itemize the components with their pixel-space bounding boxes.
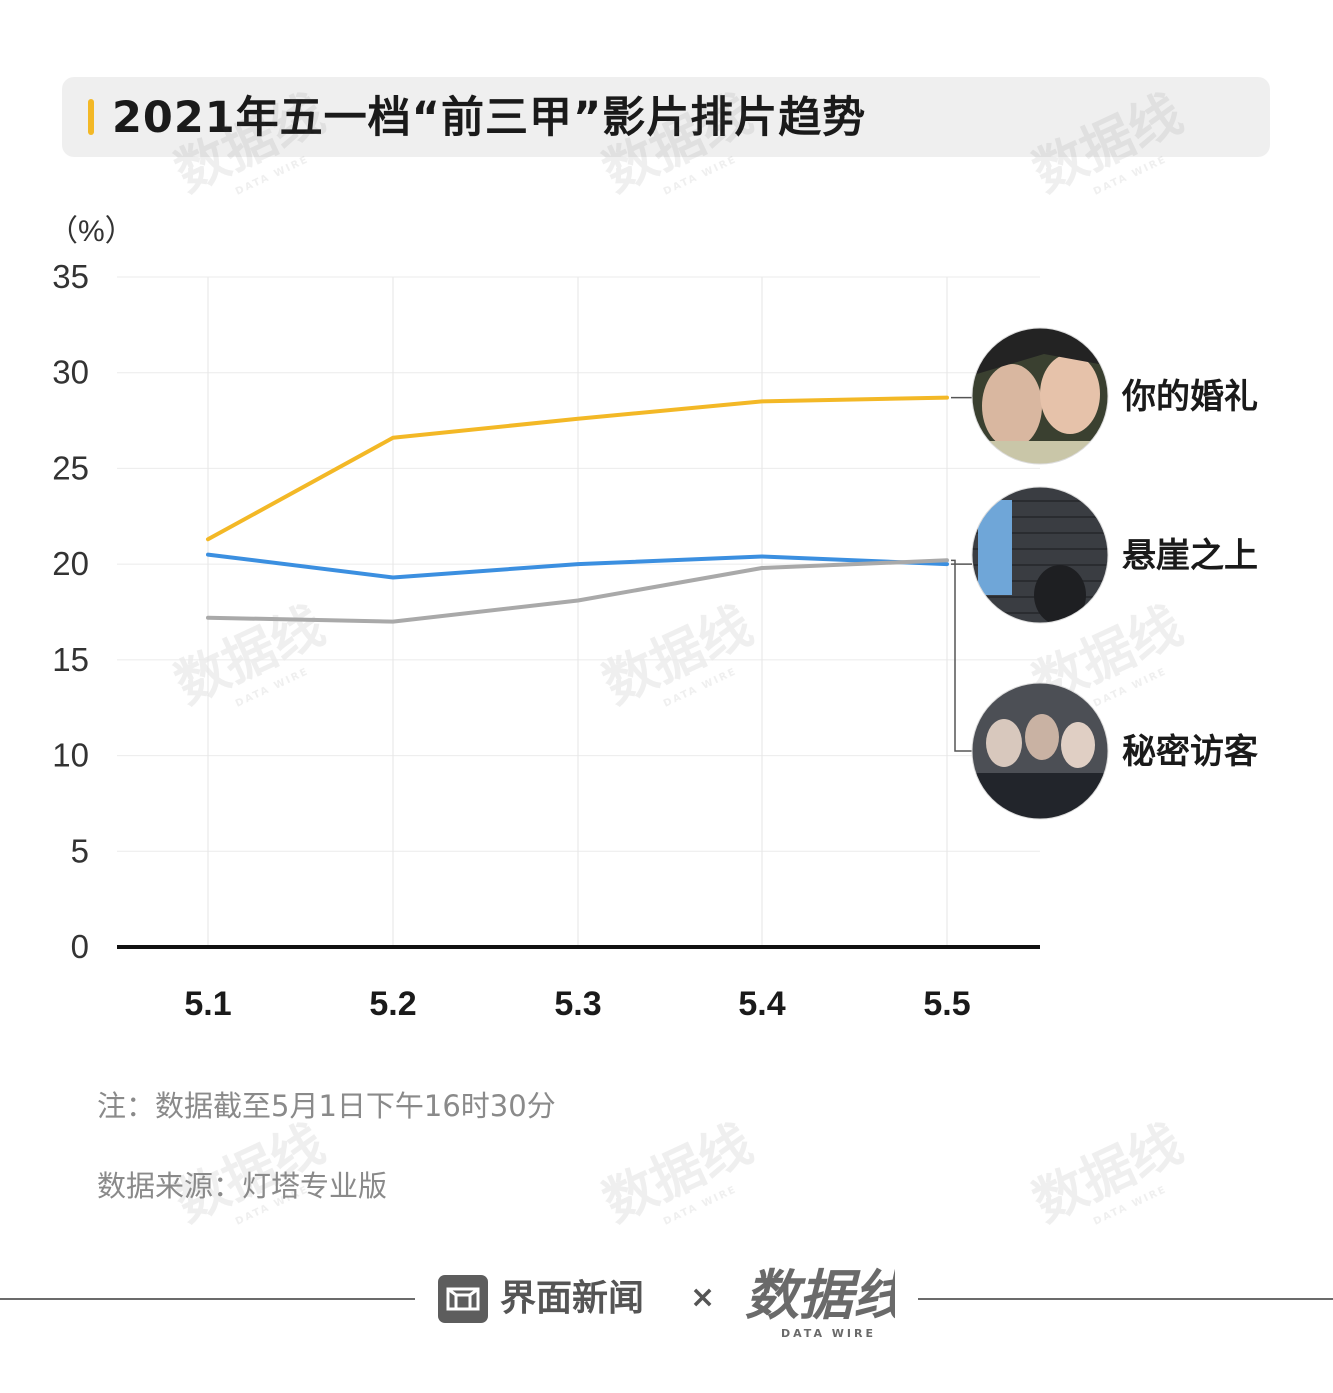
poster-hair	[972, 328, 1108, 376]
poster-face-2	[1025, 714, 1059, 760]
y-tick-label: 35	[52, 258, 89, 295]
x-tick-label: 5.5	[923, 985, 970, 1023]
poster-ring-1	[971, 486, 1109, 624]
footer-divider-left	[0, 1298, 415, 1300]
grid-layer	[117, 276, 1040, 947]
poster-face-right	[1040, 354, 1100, 434]
poster-ring-0	[971, 327, 1109, 465]
y-tick-label: 15	[52, 641, 89, 678]
brand-logo-icon	[438, 1275, 488, 1323]
series-layer	[206, 395, 949, 624]
title-bar	[62, 77, 1270, 157]
poster-thumbnail-0	[972, 328, 1108, 464]
legend-label-0: 你的婚礼	[1121, 377, 1258, 417]
x-tick-label: 5.1	[184, 985, 231, 1023]
axis-layer: 0 5 10 15 20 25 30 35 5.1 5.2 5.3 5.4 5.5	[52, 258, 1040, 1023]
footer-divider-right	[918, 1298, 1333, 1300]
poster-bottom	[972, 441, 1108, 464]
x-tick-label: 5.2	[369, 985, 416, 1023]
y-tick-label: 0	[71, 928, 89, 965]
collab-separator: ×	[690, 1280, 716, 1315]
poster-title-block	[978, 500, 1012, 595]
chart-title: 2021年五一档“前三甲”影片排片趋势	[112, 93, 867, 143]
poster-thumbnail-1	[972, 487, 1108, 623]
y-tick-label: 10	[52, 737, 89, 774]
title-accent-bar	[88, 99, 94, 135]
poster-figure	[1034, 565, 1086, 623]
legend-label-2: 秘密访客	[1122, 732, 1258, 772]
y-tick-label: 5	[71, 832, 89, 869]
y-tick-label: 25	[52, 449, 89, 486]
datawire-logo-subtext: DATA WIRE	[781, 1327, 876, 1340]
datawire-logo: 数据线 DATA WIRE	[745, 1264, 895, 1340]
poster-face-3	[1061, 722, 1095, 768]
y-axis-unit-label: （%）	[48, 215, 135, 248]
brand-name: 界面新闻	[500, 1278, 645, 1319]
poster-thumbnail-2	[972, 683, 1108, 819]
datawire-logo-text: 数据线	[745, 1264, 895, 1327]
legend-label-1: 悬崖之上	[1122, 536, 1258, 576]
y-tick-label: 30	[52, 354, 89, 391]
leader-line-2	[951, 559, 972, 752]
data-source: 数据来源：灯塔专业版	[97, 1169, 388, 1203]
x-tick-label: 5.4	[738, 985, 785, 1023]
poster-face-1	[986, 719, 1022, 767]
x-tick-label: 5.3	[554, 985, 601, 1023]
y-tick-label: 20	[52, 545, 89, 582]
data-note: 注：数据截至5月1日下午16时30分	[97, 1089, 556, 1123]
poster-face-left	[982, 364, 1042, 448]
poster-ring-2	[971, 682, 1109, 820]
